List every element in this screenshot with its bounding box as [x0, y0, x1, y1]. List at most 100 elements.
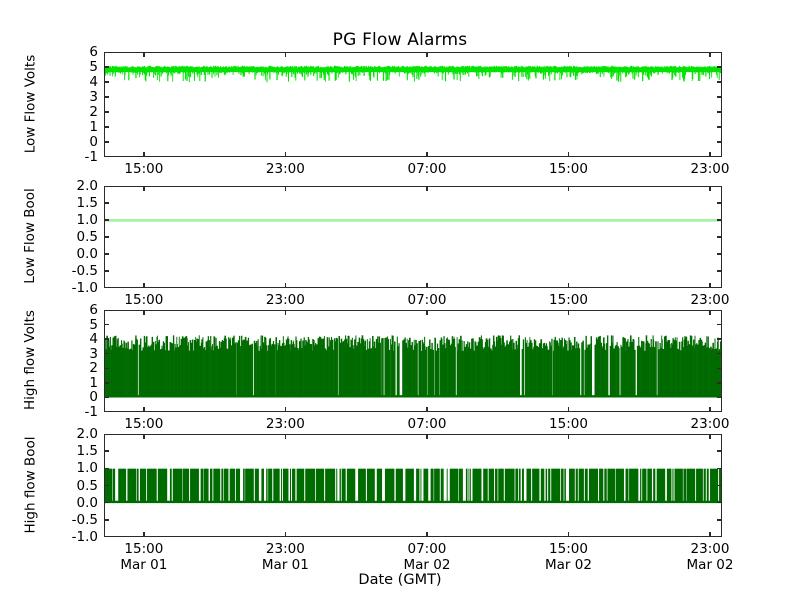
x-tick-label: 15:00 [124, 161, 164, 177]
x-tick-mark [284, 532, 287, 537]
x-tick-mark [426, 532, 428, 537]
x-tick-mark [709, 407, 711, 412]
x-tick-mark [284, 52, 287, 57]
subplot-low-flow-volts [104, 52, 722, 157]
y-tick-mark [104, 111, 109, 113]
y-tick-mark [717, 141, 722, 143]
y-tick-label: 1.0 [76, 212, 98, 228]
x-tick-mark [426, 186, 428, 191]
x-tick-label: 15:00 [549, 416, 588, 432]
y-tick-mark [104, 338, 109, 340]
y-tick-mark [717, 467, 722, 470]
y-tick-label: -0.5 [71, 263, 98, 279]
y-tick-label: 2 [89, 104, 98, 120]
x-tick-mark [143, 407, 145, 412]
x-tick-mark [709, 283, 711, 288]
y-tick-label: -1.0 [71, 529, 98, 545]
x-tick-mark [426, 310, 428, 315]
y-tick-label: 0 [89, 134, 98, 150]
x-tick-label: 07:00 [407, 161, 447, 177]
y-tick-label: 0 [89, 389, 98, 406]
y-tick-mark [717, 338, 722, 340]
y-tick-mark [104, 353, 109, 355]
y-tick-mark [717, 219, 722, 221]
x-tick-mark [284, 434, 287, 439]
x-axis-label: Date (GMT) [358, 572, 442, 588]
y-tick-mark [717, 501, 722, 504]
x-tick-label: 15:00 [549, 161, 588, 177]
x-tick-mark [567, 283, 570, 288]
y-tick-label: 1.5 [76, 195, 98, 211]
y-tick-mark [104, 396, 109, 399]
x-tick-mark [567, 434, 570, 439]
x-tick-mark [709, 434, 711, 439]
y-tick-mark [717, 81, 722, 83]
y-tick-label: 2.0 [76, 426, 98, 442]
y-tick-mark [104, 367, 109, 369]
y-tick-label: 0.0 [76, 494, 98, 511]
y-tick-label: 4 [89, 331, 98, 348]
x-tick-mark [567, 532, 570, 537]
series-low-flow-bool [105, 218, 721, 222]
y-tick-label: -1.0 [71, 280, 98, 296]
x-tick-mark [143, 532, 145, 537]
y-tick-mark [717, 382, 722, 384]
x-tick-mark [284, 152, 287, 157]
x-tick-mark [709, 186, 711, 191]
y-tick-label: 0.0 [76, 246, 98, 262]
x-tick-mark [709, 532, 711, 537]
y-tick-mark [104, 236, 109, 238]
y-tick-mark [717, 66, 722, 68]
x-tick-label: 15:00 [124, 292, 164, 308]
x-tick-mark [284, 407, 287, 412]
y-tick-mark [717, 253, 722, 255]
subplot-high-flow-bool [104, 434, 722, 537]
y-tick-mark [717, 396, 722, 399]
x-tick-mark [709, 152, 711, 157]
x-tick-mark [143, 52, 145, 57]
y-tick-mark [104, 96, 109, 98]
subplot-low-flow-bool [104, 186, 722, 288]
x-tick-label: 07:00 Mar 02 [403, 541, 451, 573]
x-tick-mark [143, 283, 145, 288]
y-tick-label: -1 [84, 149, 98, 165]
x-tick-mark [426, 152, 428, 157]
y-tick-mark [717, 126, 722, 128]
y-tick-label: -0.5 [71, 511, 98, 528]
x-tick-mark [709, 310, 711, 315]
y-tick-label: 1.0 [76, 460, 98, 477]
x-tick-label: 23:00 [265, 292, 305, 308]
y-tick-mark [104, 467, 109, 470]
y-tick-label: 2.0 [76, 178, 98, 194]
y-tick-mark [104, 501, 109, 504]
x-tick-mark [284, 310, 287, 315]
x-tick-mark [426, 52, 428, 57]
x-tick-mark [567, 407, 570, 412]
y-tick-label: 3 [89, 89, 98, 105]
x-tick-mark [143, 310, 145, 315]
y-tick-mark [104, 81, 109, 83]
y-tick-label: 0.5 [76, 477, 98, 494]
x-tick-label: 23:00 [690, 161, 730, 177]
y-tick-mark [717, 353, 722, 355]
y-tick-mark [104, 126, 109, 128]
y-tick-label: 1.5 [76, 443, 98, 460]
y-tick-mark [104, 202, 109, 204]
y-tick-label: -1 [84, 404, 98, 420]
series-low-flow-volts [105, 65, 721, 83]
x-tick-label: 23:00 [690, 416, 730, 432]
x-tick-label: 15:00 [549, 292, 588, 308]
x-tick-mark [284, 283, 287, 288]
y-tick-label: 3 [89, 345, 98, 362]
x-tick-mark [709, 52, 711, 57]
y-tick-mark [104, 66, 109, 68]
x-tick-mark [143, 186, 145, 191]
x-tick-label: 15:00 Mar 02 [545, 541, 592, 573]
y-tick-mark [717, 202, 722, 204]
y-axis-label: High flow Bool [22, 436, 38, 533]
series-high-flow-volts [105, 335, 721, 398]
y-tick-mark [104, 382, 109, 384]
y-tick-mark [717, 236, 722, 238]
y-tick-mark [104, 141, 109, 143]
y-tick-label: 6 [89, 302, 98, 318]
